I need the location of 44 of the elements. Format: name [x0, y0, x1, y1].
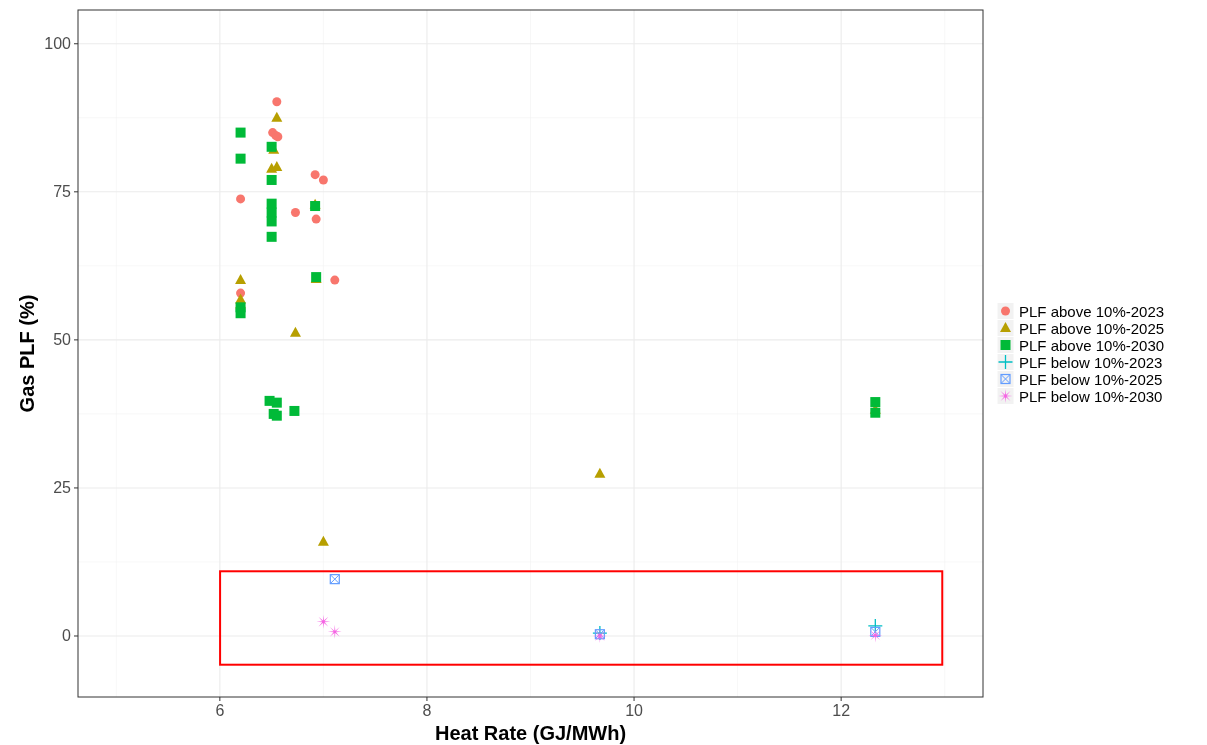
- point: [236, 194, 246, 204]
- x-tick-label: 6: [215, 702, 225, 719]
- x-tick-label: 8: [422, 702, 432, 719]
- point: [266, 174, 277, 185]
- point: [235, 274, 247, 285]
- point: [870, 397, 881, 408]
- y-tick-label: 100: [44, 35, 72, 53]
- legend-label: PLF above 10%-2023: [1019, 302, 1165, 320]
- point: [310, 170, 320, 180]
- point: [870, 407, 881, 418]
- y-tick-label: 0: [62, 627, 72, 645]
- y-tick-label: 75: [53, 183, 72, 201]
- point: [592, 625, 608, 641]
- x-axis-title: Heat Rate (GJ/MWh): [434, 722, 627, 744]
- point: [327, 624, 342, 639]
- point: [266, 198, 277, 209]
- legend-label: PLF above 10%-2025: [1019, 319, 1165, 337]
- point: [290, 208, 300, 218]
- point: [867, 618, 883, 634]
- point: [311, 214, 321, 224]
- point: [266, 231, 277, 242]
- point: [272, 97, 282, 107]
- x-tick-label: 10: [625, 702, 644, 719]
- y-tick-label: 25: [53, 479, 72, 497]
- point: [868, 628, 883, 643]
- point: [235, 153, 246, 164]
- point: [594, 467, 606, 478]
- legend-label: PLF above 10%-2030: [1019, 336, 1165, 354]
- legend-label: PLF below 10%-2023: [1019, 353, 1163, 371]
- point: [271, 397, 282, 408]
- x-tick-label: 12: [832, 702, 851, 719]
- point: [289, 326, 301, 337]
- y-tick-label: 50: [53, 331, 72, 349]
- point: [317, 535, 329, 546]
- point: [271, 111, 283, 122]
- point: [235, 127, 246, 138]
- point: [235, 308, 246, 319]
- legend-label: PLF below 10%-2030: [1019, 387, 1163, 405]
- y-axis-title: Gas PLF (%): [16, 294, 38, 413]
- point: [266, 216, 277, 227]
- point: [318, 175, 328, 185]
- legend-label: PLF below 10%-2025: [1019, 370, 1163, 388]
- point: [289, 405, 300, 416]
- point: [330, 275, 340, 285]
